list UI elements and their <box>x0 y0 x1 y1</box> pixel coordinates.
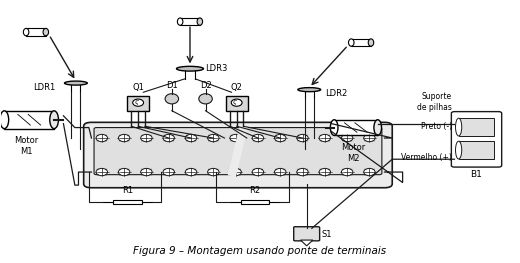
Ellipse shape <box>298 88 321 92</box>
Ellipse shape <box>456 118 462 136</box>
Text: R1: R1 <box>122 186 133 195</box>
Text: D1: D1 <box>166 81 178 90</box>
Bar <box>334 120 378 135</box>
Ellipse shape <box>43 28 48 36</box>
Ellipse shape <box>50 111 58 129</box>
Ellipse shape <box>363 168 375 176</box>
Ellipse shape <box>297 134 308 142</box>
Ellipse shape <box>133 99 144 106</box>
FancyBboxPatch shape <box>94 128 382 175</box>
Bar <box>26 28 46 36</box>
Ellipse shape <box>252 168 264 176</box>
Ellipse shape <box>0 111 9 129</box>
Text: Q1: Q1 <box>132 83 144 92</box>
Bar <box>180 18 200 25</box>
Bar <box>459 118 495 136</box>
Text: Preto (-): Preto (-) <box>421 122 452 131</box>
Ellipse shape <box>23 28 29 36</box>
Ellipse shape <box>177 18 183 25</box>
Ellipse shape <box>275 168 286 176</box>
Ellipse shape <box>163 168 174 176</box>
Ellipse shape <box>165 94 178 104</box>
Bar <box>459 141 495 159</box>
Bar <box>352 39 371 46</box>
Bar <box>241 200 269 205</box>
Ellipse shape <box>252 134 264 142</box>
Ellipse shape <box>141 134 152 142</box>
Text: Suporte
de pilhas: Suporte de pilhas <box>417 93 452 112</box>
Ellipse shape <box>96 168 108 176</box>
Ellipse shape <box>96 134 108 142</box>
Ellipse shape <box>363 134 375 142</box>
Ellipse shape <box>176 66 203 71</box>
Ellipse shape <box>374 120 382 135</box>
Ellipse shape <box>230 134 241 142</box>
Ellipse shape <box>231 99 242 106</box>
Ellipse shape <box>368 39 374 46</box>
Ellipse shape <box>163 134 174 142</box>
Ellipse shape <box>230 168 241 176</box>
Ellipse shape <box>456 141 462 159</box>
Ellipse shape <box>119 168 130 176</box>
Text: Vermelho (+): Vermelho (+) <box>401 153 452 162</box>
Ellipse shape <box>297 168 308 176</box>
Ellipse shape <box>185 168 197 176</box>
Ellipse shape <box>319 168 331 176</box>
Text: Motor
M2: Motor M2 <box>341 143 366 163</box>
Ellipse shape <box>197 18 203 25</box>
FancyBboxPatch shape <box>226 96 248 111</box>
Ellipse shape <box>319 134 331 142</box>
Ellipse shape <box>199 94 212 104</box>
Text: Motor
M1: Motor M1 <box>15 136 39 156</box>
Text: LDR3: LDR3 <box>205 64 228 73</box>
Bar <box>113 200 142 205</box>
Ellipse shape <box>207 168 219 176</box>
Text: B1: B1 <box>471 170 483 179</box>
FancyBboxPatch shape <box>294 227 320 241</box>
Polygon shape <box>301 240 313 246</box>
Ellipse shape <box>275 134 286 142</box>
Text: Q2: Q2 <box>231 83 243 92</box>
FancyBboxPatch shape <box>127 96 149 111</box>
FancyBboxPatch shape <box>451 112 502 167</box>
Ellipse shape <box>330 120 338 135</box>
Text: LDR2: LDR2 <box>325 89 347 98</box>
Bar <box>4 111 54 129</box>
Text: LDR1: LDR1 <box>33 83 55 92</box>
Ellipse shape <box>207 134 219 142</box>
FancyBboxPatch shape <box>84 122 392 188</box>
Ellipse shape <box>348 39 354 46</box>
Ellipse shape <box>119 134 130 142</box>
Ellipse shape <box>342 134 353 142</box>
Text: Figura 9 – Montagem usando ponte de terminais: Figura 9 – Montagem usando ponte de term… <box>134 246 386 256</box>
Ellipse shape <box>342 168 353 176</box>
Text: $\varsigma$: $\varsigma$ <box>134 98 139 107</box>
Ellipse shape <box>141 168 152 176</box>
Text: S1: S1 <box>321 230 332 239</box>
Ellipse shape <box>64 81 87 85</box>
Ellipse shape <box>185 134 197 142</box>
Text: D2: D2 <box>200 81 212 90</box>
Text: R2: R2 <box>249 186 261 195</box>
Text: $\varsigma$: $\varsigma$ <box>232 98 238 107</box>
